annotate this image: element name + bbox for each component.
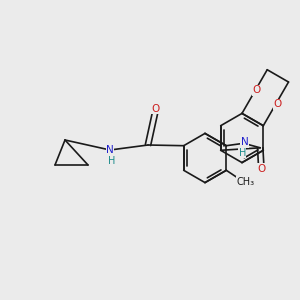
Text: CH₃: CH₃ (236, 177, 254, 187)
Text: N: N (241, 137, 248, 147)
Text: H: H (108, 155, 115, 166)
Text: H: H (238, 148, 246, 158)
Text: N: N (106, 145, 114, 155)
Text: O: O (274, 99, 282, 109)
Text: O: O (151, 103, 159, 113)
Text: O: O (252, 85, 260, 95)
Text: O: O (257, 164, 265, 174)
